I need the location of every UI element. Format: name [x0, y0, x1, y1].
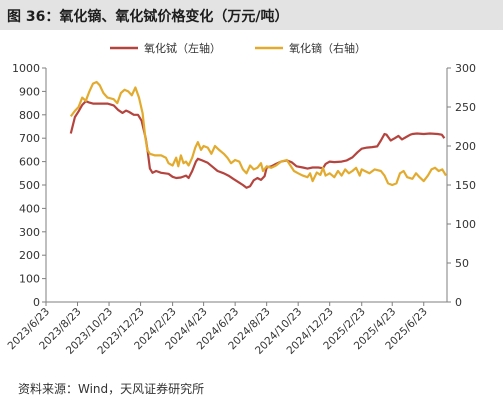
right-tick-label: 150 [455, 179, 476, 192]
left-tick-label: 500 [19, 179, 40, 192]
series-lines [69, 80, 447, 189]
left-tick-label: 100 [19, 273, 40, 286]
series-line-dysprosium [69, 80, 447, 187]
left-tick-label: 0 [33, 296, 40, 309]
right-tick-label: 200 [455, 140, 476, 153]
legend-label: 氧化镝（右轴） [289, 41, 366, 55]
left-tick-label: 900 [19, 85, 40, 98]
right-tick-label: 50 [455, 257, 469, 270]
left-tick-label: 200 [19, 249, 40, 262]
series-line-terbium [69, 100, 446, 189]
legend: 氧化铽（左轴） 氧化镝（右轴） [110, 41, 366, 55]
title-bar: 图 36：氧化镝、氧化铽价格变化（万元/吨） [0, 0, 503, 30]
figure-title: 图 36：氧化镝、氧化铽价格变化（万元/吨） [7, 9, 289, 25]
left-tick-label: 700 [19, 132, 40, 145]
axes: 0 100 200 300 400 500 600 700 800 900 1000 0 50 100 15… [6, 62, 476, 357]
left-tick-label: 400 [19, 202, 40, 215]
left-tick-label: 600 [19, 156, 40, 169]
right-tick-label: 100 [455, 218, 476, 231]
source-note: 资料来源：Wind，天风证券研究所 [18, 382, 205, 396]
right-tick-label: 0 [455, 296, 462, 309]
left-tick-label: 300 [19, 226, 40, 239]
left-tick-label: 800 [19, 109, 40, 122]
right-tick-label: 250 [455, 101, 476, 114]
right-tick-label: 300 [455, 62, 476, 75]
legend-label: 氧化铽（左轴） [144, 41, 221, 55]
left-tick-label: 1000 [12, 62, 40, 75]
